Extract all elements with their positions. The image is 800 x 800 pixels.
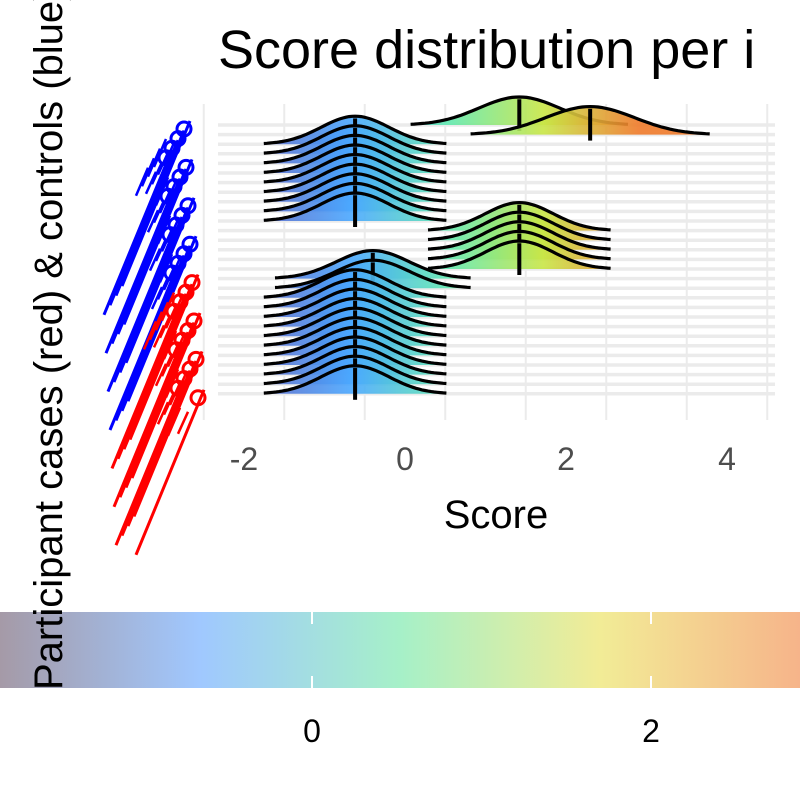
x-tick-label: 4 xyxy=(718,441,736,477)
participant-label-stroke xyxy=(114,379,186,546)
participant-label-glyph xyxy=(161,226,179,244)
ridge-line xyxy=(427,239,611,270)
x-tick-label: -2 xyxy=(230,441,258,477)
ridge-line xyxy=(427,220,611,251)
ridge-line xyxy=(263,325,447,357)
chart-title: Score distribution per i xyxy=(218,20,755,80)
ridge-line xyxy=(263,124,447,155)
ridge-line xyxy=(263,344,447,376)
participant-label-glyph xyxy=(136,205,160,235)
ridge-line xyxy=(263,335,447,366)
ridge-line xyxy=(470,104,710,136)
participant-label-glyph xyxy=(159,187,177,205)
participant-label-glyph xyxy=(157,149,175,167)
participant-label-stroke xyxy=(120,370,192,537)
participant-label-glyph xyxy=(146,272,170,302)
participant-label-glyph xyxy=(144,234,168,264)
ridge-line xyxy=(263,152,447,184)
ridge-line xyxy=(263,191,447,222)
ridge-line xyxy=(263,296,447,328)
ridge-line xyxy=(263,162,447,194)
x-axis-title: Score xyxy=(444,493,549,537)
ridge-line xyxy=(427,210,611,242)
y-axis-title: Participant cases (red) & controls (blue… xyxy=(27,0,71,690)
participant-label-glyph xyxy=(140,157,164,187)
participant-label-glyph xyxy=(138,244,162,274)
participant-label-glyph xyxy=(148,311,172,341)
ridge-line xyxy=(263,354,447,386)
participant-label-glyph xyxy=(169,379,187,397)
ridge-line xyxy=(263,277,447,309)
color-scale-tick-label: 2 xyxy=(642,713,660,749)
participant-label-glyph xyxy=(165,302,183,320)
y-axis-participant-labels xyxy=(102,120,207,556)
ridge-line xyxy=(427,200,611,232)
participant-label-glyph xyxy=(152,388,176,418)
ridge-line xyxy=(263,133,447,165)
participant-label-stroke xyxy=(134,389,206,556)
ridge-line xyxy=(263,364,447,395)
participant-label-glyph xyxy=(146,397,170,427)
ridge-line xyxy=(427,229,611,261)
ridge-line xyxy=(263,316,447,347)
ridge-line xyxy=(263,287,447,318)
participant-label-glyph xyxy=(142,196,166,226)
color-scale-tick-label: 0 xyxy=(303,713,321,749)
participant-label-glyph xyxy=(167,341,185,359)
ridge-line xyxy=(263,268,447,299)
participant-label-glyph xyxy=(142,320,166,350)
participant-label-glyph xyxy=(144,359,168,389)
ridges xyxy=(263,95,710,400)
color-scale-bar xyxy=(0,612,800,688)
ridge-line xyxy=(263,181,447,213)
x-tick-label: 2 xyxy=(557,441,575,477)
x-tick-label: 0 xyxy=(396,441,414,477)
participant-label-glyph xyxy=(150,349,174,379)
ridge-line xyxy=(263,143,447,174)
ridge-line xyxy=(274,258,471,290)
ridge-line xyxy=(263,306,447,338)
participant-label-glyph xyxy=(140,282,164,312)
ridge-line xyxy=(274,248,471,280)
ridge-line xyxy=(263,114,447,146)
participant-label-glyph xyxy=(134,167,158,197)
x-axis-ticks: -2 0 2 4 xyxy=(230,441,736,477)
participant-label-glyph xyxy=(189,389,207,407)
participant-label-glyph xyxy=(163,264,181,282)
ridge-line xyxy=(263,172,447,203)
participant-label-glyph xyxy=(166,407,190,437)
